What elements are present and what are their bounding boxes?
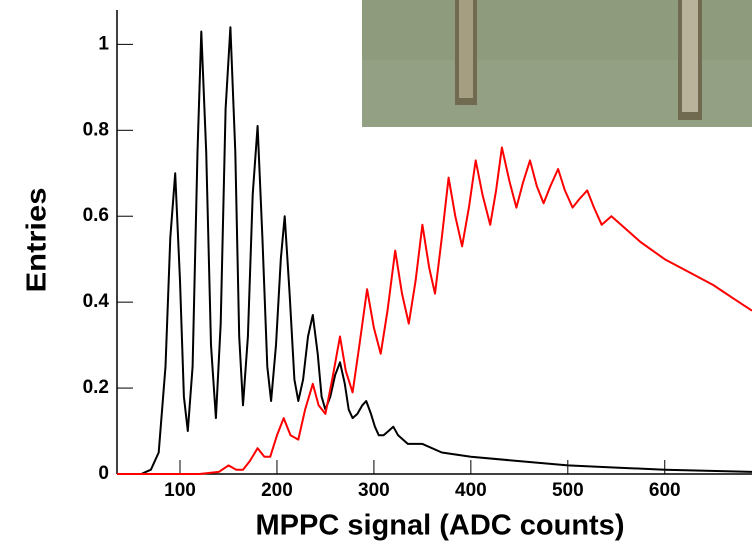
y-tick-label: 1 xyxy=(98,33,109,54)
data-line xyxy=(117,26,752,475)
y-tick-label: 0.6 xyxy=(83,205,109,226)
y-tick-label: 0 xyxy=(98,463,109,484)
y-tick-label: 0.2 xyxy=(83,377,109,398)
x-axis-title: MPPC signal (ADC counts) xyxy=(256,510,625,542)
x-tick-label: 300 xyxy=(358,480,390,501)
data-line xyxy=(117,146,752,475)
photo-slot-inner xyxy=(459,0,473,98)
photo-slot-inner xyxy=(682,0,698,112)
x-tick-label: 600 xyxy=(649,480,681,501)
x-tick-label: 500 xyxy=(552,480,584,501)
y-axis-title: Entries xyxy=(20,188,51,293)
y-tick-label: 0.8 xyxy=(83,119,109,140)
y-tick-label: 0.4 xyxy=(83,291,110,312)
x-tick-label: 100 xyxy=(164,480,196,501)
photo-inset xyxy=(362,0,752,127)
x-tick-label: 400 xyxy=(455,480,487,501)
x-tick-label: 200 xyxy=(261,480,293,501)
